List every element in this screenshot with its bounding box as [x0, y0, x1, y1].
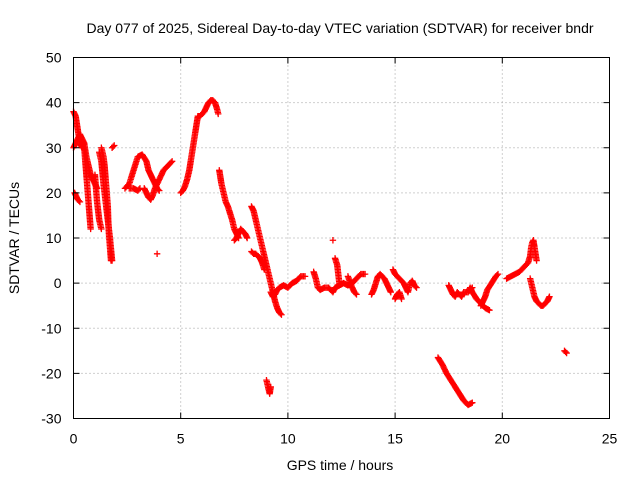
data-point — [563, 349, 570, 357]
data-point — [361, 270, 369, 278]
y-tick-label: 50 — [46, 50, 62, 66]
y-tick-labels: -30 -20 -10 0 10 20 30 40 50 — [41, 50, 61, 427]
y-tick-label: 40 — [46, 95, 62, 111]
data-point — [87, 225, 94, 233]
data-point — [353, 291, 360, 298]
data-point — [494, 270, 502, 278]
y-axis-label: SDTVAR / TECUs — [6, 182, 22, 294]
data-point — [469, 284, 476, 291]
data-point — [277, 310, 284, 317]
data-points — [70, 97, 570, 409]
y-tick-label: -20 — [41, 365, 61, 381]
data-point — [486, 307, 493, 314]
tick-marks — [73, 57, 610, 419]
chart-title: Day 077 of 2025, Sidereal Day-to-day VTE… — [86, 20, 593, 36]
y-tick-label: 0 — [54, 275, 62, 291]
data-point — [278, 311, 285, 318]
x-tick-labels: 0 5 10 15 20 25 — [70, 431, 618, 447]
y-tick-label: -30 — [41, 411, 61, 427]
data-point — [398, 295, 405, 303]
data-point — [109, 143, 117, 150]
data-point — [562, 348, 569, 356]
data-point — [75, 197, 83, 204]
y-tick-label: 30 — [46, 140, 62, 156]
x-tick-label: 25 — [602, 431, 618, 447]
y-tick-label: 20 — [46, 185, 62, 201]
y-tick-label: -10 — [41, 320, 61, 336]
data-point — [215, 110, 222, 118]
data-point — [387, 288, 395, 296]
data-point — [336, 279, 343, 287]
data-point — [533, 257, 540, 264]
data-point — [108, 257, 116, 264]
data-point — [135, 186, 143, 193]
data-point — [153, 250, 161, 257]
data-point — [301, 273, 309, 280]
data-point — [111, 142, 118, 149]
x-tick-label: 10 — [280, 431, 296, 447]
data-point — [98, 225, 105, 233]
data-point — [352, 290, 359, 297]
data-point — [267, 383, 274, 391]
x-tick-label: 15 — [387, 431, 403, 447]
data-point — [413, 284, 420, 291]
data-point — [329, 237, 337, 244]
x-tick-label: 20 — [495, 431, 511, 447]
data-point — [469, 399, 476, 406]
data-point — [243, 234, 251, 242]
data-point — [167, 159, 175, 166]
y-tick-label: 10 — [46, 230, 62, 246]
data-point — [493, 272, 501, 279]
data-point — [546, 293, 553, 300]
data-point — [76, 198, 84, 206]
data-point — [168, 158, 176, 165]
x-tick-label: 5 — [177, 431, 185, 447]
x-axis-label: GPS time / hours — [287, 457, 394, 473]
data-point — [261, 266, 268, 273]
data-point — [468, 285, 475, 292]
x-tick-label: 0 — [70, 431, 78, 447]
data-point — [412, 283, 419, 290]
